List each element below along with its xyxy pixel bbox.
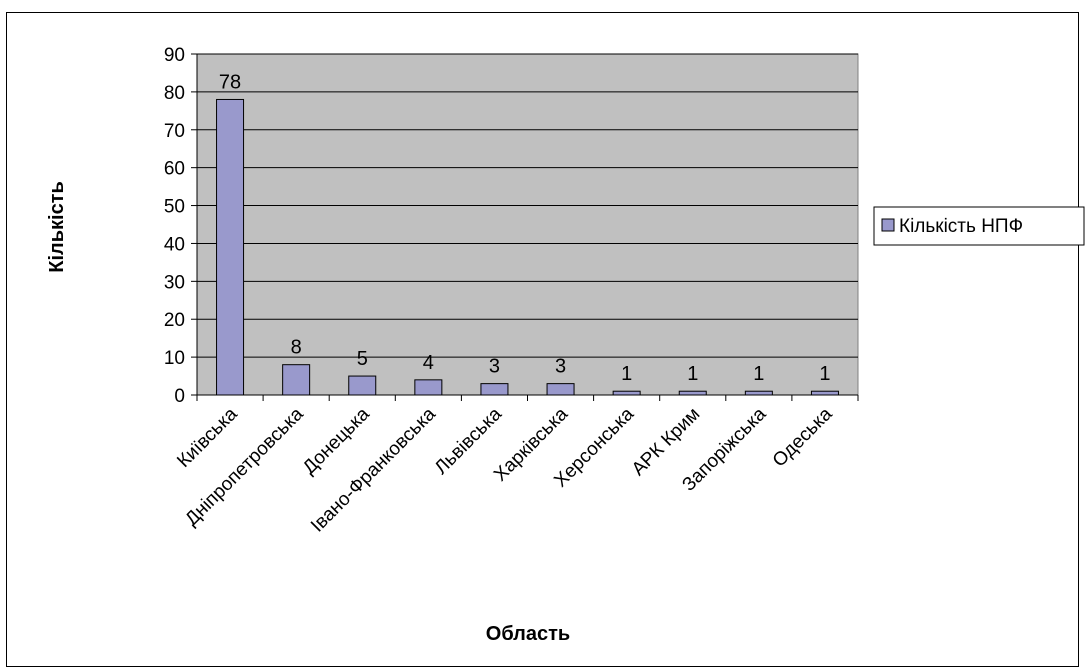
data-label: 8 (291, 337, 302, 359)
bar (744, 390, 773, 396)
data-label: 1 (753, 363, 764, 385)
data-label: 78 (219, 71, 241, 93)
legend-label: Кількість НПФ (899, 216, 1023, 237)
x-tick-label: Київська (173, 403, 242, 472)
y-axis: 0 10 20 30 40 50 60 70 80 90 (164, 45, 198, 407)
x-tick-label: Дніпропетровська (181, 403, 308, 530)
y-tick-label: 80 (164, 83, 185, 104)
legend-swatch (881, 218, 895, 232)
y-tick-label: 40 (164, 234, 185, 255)
x-tick-label: Івано-Франковська (307, 403, 440, 536)
y-axis-title: Кількість (46, 181, 68, 273)
x-tick-label: Одеська (769, 403, 837, 471)
bar (216, 98, 245, 396)
bar (546, 383, 575, 396)
y-tick-label: 10 (164, 348, 185, 369)
data-label: 3 (489, 356, 500, 378)
legend: Кількість НПФ (873, 206, 1085, 246)
bar (414, 379, 443, 396)
bar (810, 390, 839, 396)
data-label: 4 (423, 352, 434, 374)
data-label: 1 (621, 363, 632, 385)
data-label: 1 (687, 363, 698, 385)
y-tick-label: 60 (164, 159, 185, 180)
y-tick-label: 0 (174, 386, 185, 407)
bar (678, 390, 707, 396)
gridlines (197, 53, 858, 358)
y-tick-label: 20 (164, 310, 185, 331)
y-tick-label: 90 (164, 45, 185, 66)
data-label: 1 (819, 363, 830, 385)
bar (480, 383, 509, 396)
y-tick-label: 30 (164, 272, 185, 293)
legend-box (873, 206, 1085, 246)
x-axis: КиївськаДніпропетровськаДонецькаІвано-Фр… (173, 394, 859, 537)
y-tick-label: 70 (164, 121, 185, 142)
data-label: 5 (357, 348, 368, 370)
y-tick-label: 50 (164, 197, 185, 218)
data-label: 3 (555, 356, 566, 378)
x-axis-title: Область (486, 623, 570, 645)
data-labels: 78 8 5 4 3 3 1 1 1 1 (219, 71, 831, 385)
bar (612, 390, 641, 396)
plot-area (196, 53, 859, 396)
bar (282, 364, 311, 396)
bar (348, 375, 377, 396)
